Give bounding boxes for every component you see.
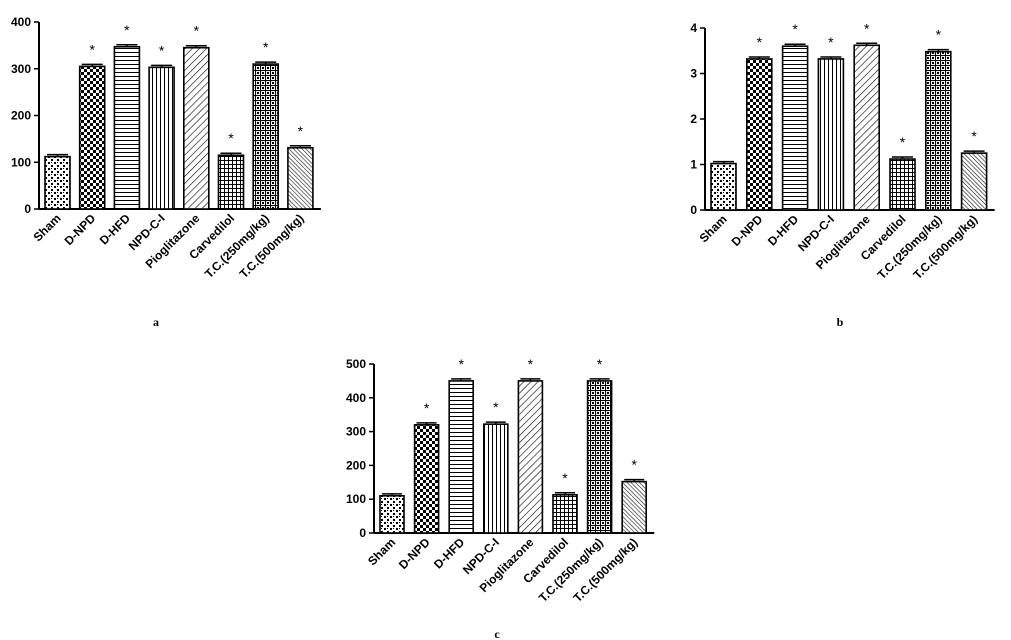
y-tick-label: 0 xyxy=(359,526,366,540)
significance-star: * xyxy=(124,22,130,38)
bar-t-c-250mg-kg- xyxy=(924,50,952,211)
significance-star: * xyxy=(493,399,499,415)
bar-sham xyxy=(44,155,71,210)
significance-star: * xyxy=(194,23,200,39)
y-tick-label: 500 xyxy=(346,357,366,371)
y-tick-label: 0 xyxy=(24,202,31,216)
significance-star: * xyxy=(900,134,906,150)
panel-label: c xyxy=(494,627,500,640)
y-tick-label: 100 xyxy=(346,492,366,506)
x-tick-label: Sham xyxy=(31,211,64,244)
significance-star: * xyxy=(89,41,95,57)
bar-pioglitazone xyxy=(517,380,544,534)
chart-panel-b: 01234Sham*D-NPD*D-HFD*NPD-C-I*Pioglitazo… xyxy=(690,20,995,329)
significance-star: * xyxy=(458,356,464,372)
y-tick-label: 4 xyxy=(690,21,697,35)
significance-star: * xyxy=(757,34,763,50)
chart-panel-c: 0100200300400500Sham*D-NPD*D-HFD*NPD-C-I… xyxy=(346,356,655,640)
significance-star: * xyxy=(864,20,870,36)
significance-star: * xyxy=(263,39,269,55)
bar-d-hfd xyxy=(113,45,141,210)
y-tick-label: 400 xyxy=(11,15,31,29)
bar-d-npd xyxy=(78,65,106,210)
y-tick-label: 200 xyxy=(11,109,31,123)
significance-star: * xyxy=(562,470,568,486)
x-tick-label: D-NPD xyxy=(729,212,766,249)
x-tick-label: Sham xyxy=(365,535,398,568)
significance-star: * xyxy=(631,457,637,473)
x-tick-label: T.C.(250mg/kg) xyxy=(875,212,945,282)
significance-star: * xyxy=(792,21,798,37)
panel-label: b xyxy=(837,315,844,329)
bar-npd-c-i xyxy=(482,423,509,534)
x-tick-label: D-NPD xyxy=(396,535,433,572)
bar-t-c-500mg-kg- xyxy=(287,146,314,210)
bar-carvedilol xyxy=(552,494,578,534)
bar-d-npd xyxy=(745,58,773,211)
bar-t-c-500mg-kg- xyxy=(621,480,648,534)
x-tick-label: T.C.(500mg/kg) xyxy=(237,211,307,281)
charts-group: 0100200300400Sham*D-NPD*D-HFD*NPD-C-I*Pi… xyxy=(11,15,995,640)
significance-star: * xyxy=(424,400,430,416)
y-tick-label: 200 xyxy=(346,458,366,472)
significance-star: * xyxy=(298,123,304,139)
y-tick-label: 1 xyxy=(690,158,697,172)
bar-npd-c-i xyxy=(148,66,175,210)
bar-pioglitazone xyxy=(183,46,210,210)
significance-star: * xyxy=(936,27,942,43)
significance-star: * xyxy=(159,42,165,58)
bar-pioglitazone xyxy=(853,44,881,211)
x-tick-label: T.C.(500mg/kg) xyxy=(910,212,980,282)
bar-carvedilol xyxy=(889,158,916,211)
y-tick-label: 3 xyxy=(690,67,697,81)
x-tick-label: T.C.(500mg/kg) xyxy=(571,535,641,605)
bar-t-c-250mg-kg- xyxy=(586,380,613,534)
panel-label: a xyxy=(153,315,159,329)
significance-star: * xyxy=(597,356,603,372)
y-tick-label: 2 xyxy=(690,112,697,126)
bar-t-c-250mg-kg- xyxy=(252,63,279,210)
bar-d-hfd xyxy=(448,380,475,534)
bar-sham xyxy=(710,162,737,211)
bar-t-c-500mg-kg- xyxy=(960,152,988,211)
bar-d-npd xyxy=(413,424,440,534)
y-tick-label: 300 xyxy=(11,62,31,76)
significance-star: * xyxy=(971,128,977,144)
bar-carvedilol xyxy=(217,154,245,210)
y-tick-label: 300 xyxy=(346,425,366,439)
x-tick-label: D-NPD xyxy=(62,211,99,248)
bar-d-hfd xyxy=(781,45,809,211)
significance-star: * xyxy=(228,130,234,146)
chart-panel-a: 0100200300400Sham*D-NPD*D-HFD*NPD-C-I*Pi… xyxy=(11,15,321,329)
x-tick-label: Sham xyxy=(697,212,730,245)
bar-sham xyxy=(379,495,405,534)
y-tick-label: 0 xyxy=(690,203,697,217)
bar-npd-c-i xyxy=(817,58,845,211)
y-tick-label: 400 xyxy=(346,391,366,405)
y-tick-label: 100 xyxy=(11,155,31,169)
significance-star: * xyxy=(528,356,534,372)
significance-star: * xyxy=(828,34,834,50)
